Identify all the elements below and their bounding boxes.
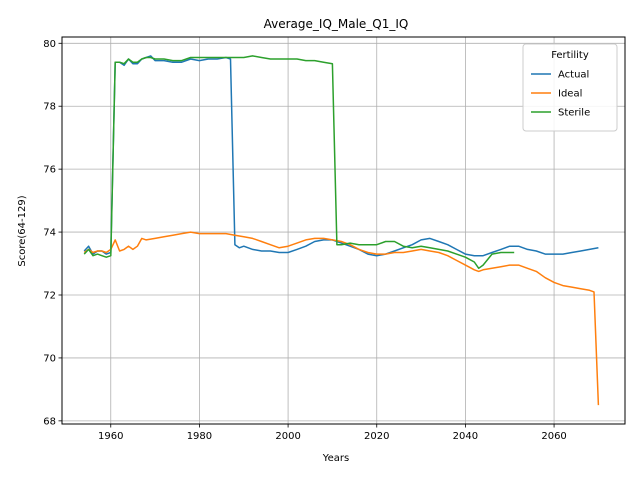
legend-label-sterile: Sterile bbox=[558, 108, 590, 119]
chart-title: Average_IQ_Male_Q1_IQ bbox=[264, 17, 409, 31]
y-axis-title: Score(64-129) bbox=[17, 195, 28, 266]
x-tick-label: 2020 bbox=[364, 431, 389, 442]
y-tick-label: 72 bbox=[43, 291, 56, 302]
series-line-ideal bbox=[83, 231, 600, 406]
y-tick-label: 80 bbox=[43, 39, 56, 50]
grid bbox=[62, 37, 625, 424]
legend-frame bbox=[522, 43, 618, 132]
x-tick-label: 1960 bbox=[98, 431, 123, 442]
x-tick-label: 1980 bbox=[187, 431, 212, 442]
y-tick-label: 78 bbox=[43, 102, 56, 113]
x-tick-label: 2040 bbox=[453, 431, 478, 442]
legend-items: Actual Ideal Sterile bbox=[531, 70, 590, 119]
y-tick-label: 76 bbox=[43, 165, 56, 176]
y-tick-label: 68 bbox=[43, 416, 56, 427]
axis-ticks: 1960 1980 2000 2020 2040 2060 68 70 72 74 76 78 80 bbox=[43, 39, 567, 442]
x-axis-title: Years bbox=[322, 453, 349, 464]
y-tick-label: 74 bbox=[43, 228, 56, 239]
y-tick-label: 70 bbox=[43, 353, 56, 364]
series-line-sterile bbox=[83, 55, 515, 270]
plot-frame bbox=[61, 36, 626, 425]
legend-label-ideal: Ideal bbox=[558, 89, 582, 100]
legend: Fertility Actual Ideal Sterile bbox=[522, 43, 618, 132]
x-tick-label: 2060 bbox=[541, 431, 566, 442]
x-tick-label: 2000 bbox=[275, 431, 300, 442]
legend-label-actual: Actual bbox=[558, 70, 589, 81]
series-lines bbox=[83, 55, 600, 406]
series-line-actual bbox=[83, 55, 599, 257]
legend-title: Fertility bbox=[551, 50, 589, 61]
